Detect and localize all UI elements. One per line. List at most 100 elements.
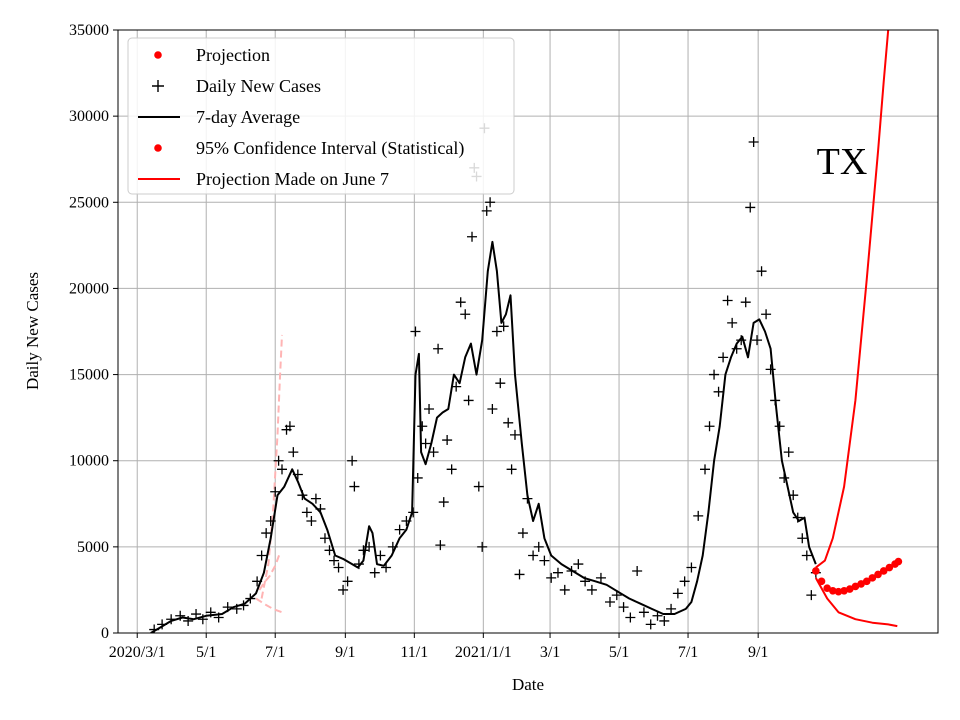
- projection-point: [879, 567, 888, 575]
- daily-case-marker: [417, 421, 428, 432]
- daily-case-marker: [546, 572, 557, 583]
- y-axis-label: Daily New Cases: [23, 272, 42, 390]
- daily-case-marker: [408, 507, 419, 518]
- daily-case-marker: [748, 136, 759, 147]
- x-tick-label: 2021/1/1: [455, 644, 512, 661]
- y-tick-label: 10000: [69, 453, 109, 470]
- daily-case-marker: [191, 609, 202, 620]
- daily-case-marker: [700, 464, 711, 475]
- daily-case-marker: [709, 369, 720, 380]
- daily-case-marker: [261, 528, 272, 539]
- series-line: [814, 577, 898, 628]
- series-early-projection-floor-: [255, 597, 283, 614]
- x-axis-label: Date: [512, 675, 544, 694]
- daily-case-marker: [310, 493, 321, 504]
- series-daily-new-cases: [149, 123, 821, 633]
- daily-case-marker: [503, 417, 514, 428]
- daily-case-marker: [752, 335, 763, 346]
- x-tick-label: 9/1: [748, 644, 768, 661]
- daily-case-marker: [435, 540, 446, 551]
- daily-case-marker: [704, 421, 715, 432]
- x-tick-label: 11/1: [400, 644, 428, 661]
- x-tick-label: 5/1: [609, 644, 629, 661]
- daily-case-marker: [539, 555, 550, 566]
- daily-case-marker: [412, 472, 423, 483]
- projection-point: [817, 577, 826, 586]
- legend-dot-icon: [154, 51, 162, 59]
- daily-case-marker: [301, 507, 312, 518]
- daily-case-marker: [460, 309, 471, 320]
- series-projection: [812, 557, 903, 596]
- daily-case-marker: [270, 486, 281, 497]
- legend-box: [127, 37, 515, 195]
- projection-point: [862, 577, 871, 586]
- projection-point: [894, 557, 903, 566]
- projection-point: [823, 584, 831, 593]
- daily-case-marker: [420, 438, 431, 449]
- legend: Projection Daily New Cases 7-day Average 95…: [127, 37, 515, 195]
- daily-case-marker: [573, 559, 584, 570]
- daily-case-marker: [329, 555, 340, 566]
- daily-case-marker: [801, 550, 812, 561]
- legend-label: Daily New Cases: [196, 76, 321, 96]
- daily-case-marker: [806, 590, 817, 601]
- series-line: [815, 30, 890, 569]
- legend-item: Projection Made on June 7: [138, 169, 389, 189]
- daily-case-marker: [618, 602, 629, 613]
- early-projection-line: [255, 597, 283, 614]
- daily-case-marker: [256, 550, 267, 561]
- daily-case-marker: [394, 524, 405, 535]
- daily-case-marker: [481, 205, 492, 216]
- daily-case-marker: [693, 510, 704, 521]
- y-tick-label: 35000: [69, 22, 109, 39]
- daily-case-marker: [517, 528, 528, 539]
- daily-case-marker: [686, 562, 697, 573]
- x-tick-label: 9/1: [335, 644, 355, 661]
- daily-case-marker: [718, 352, 729, 363]
- x-tick-label: 2020/3/1: [109, 644, 166, 661]
- daily-case-marker: [552, 567, 563, 578]
- legend-label: 7-day Average: [196, 107, 300, 127]
- daily-case-marker: [506, 464, 517, 475]
- projection-point: [874, 570, 882, 579]
- daily-case-marker: [455, 297, 466, 308]
- y-tick-label: 15000: [69, 367, 109, 384]
- plot-frame: [117, 29, 939, 634]
- legend-label: 95% Confidence Interval (Statistical): [196, 138, 464, 159]
- daily-case-marker: [679, 576, 690, 587]
- x-tick-label: 7/1: [265, 644, 285, 661]
- daily-case-marker: [284, 421, 295, 432]
- x-axis: 2020/3/1 5/1 7/1 9/1 11/1 2021/1/1 3/1 5/1 7/1 9/…: [109, 633, 768, 661]
- daily-case-marker: [774, 421, 785, 432]
- early-projection-line: [258, 553, 281, 591]
- daily-case-marker: [586, 584, 597, 595]
- daily-case-marker: [347, 455, 358, 466]
- daily-case-marker: [659, 615, 670, 626]
- daily-case-marker: [713, 386, 724, 397]
- y-axis: 0 5000 10000 15000 20000 25000 30000 35000: [69, 22, 118, 642]
- daily-case-marker: [509, 429, 520, 440]
- projection-point: [851, 582, 860, 591]
- daily-case-marker: [375, 550, 386, 561]
- series-early-projection-upper-: [260, 334, 283, 599]
- x-tick-label: 5/1: [196, 644, 216, 661]
- daily-case-marker: [638, 607, 649, 618]
- daily-case-marker: [605, 596, 615, 607]
- daily-case-marker: [438, 497, 449, 508]
- series-line: [150, 240, 817, 633]
- daily-case-marker: [514, 569, 525, 580]
- y-tick-label: 20000: [69, 280, 109, 297]
- daily-case-marker: [727, 317, 738, 328]
- daily-case-marker: [306, 516, 317, 527]
- daily-case-marker: [424, 404, 435, 415]
- daily-case-marker: [342, 576, 353, 587]
- y-tick-label: 30000: [69, 108, 109, 125]
- daily-case-marker: [273, 455, 284, 466]
- daily-case-marker: [485, 197, 496, 208]
- legend-item: 7-day Average: [138, 107, 300, 127]
- daily-case-marker: [745, 202, 756, 213]
- daily-case-marker: [487, 404, 498, 415]
- series-projection-made-on-june-7: [815, 30, 890, 569]
- daily-case-marker: [740, 297, 751, 308]
